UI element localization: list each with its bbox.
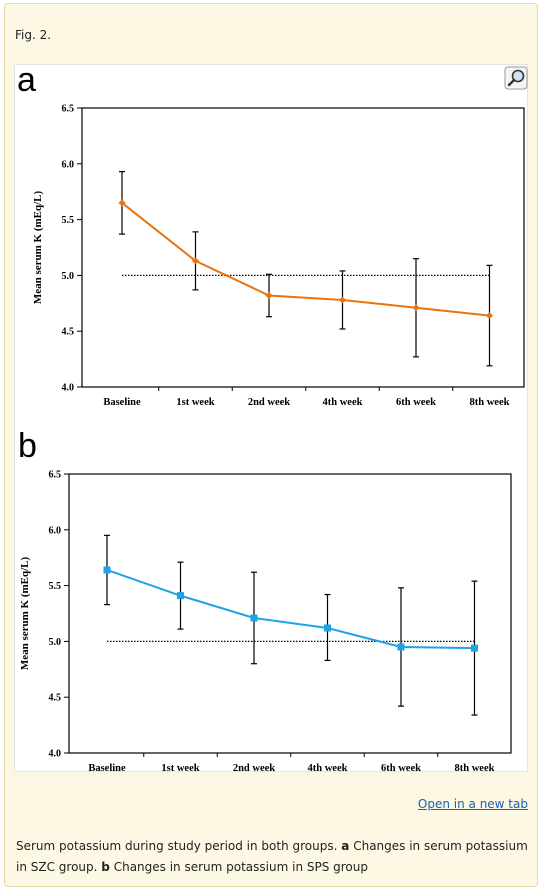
caption-b-letter: b [101, 860, 110, 874]
caption-intro: Serum potassium during study period in b… [16, 839, 338, 853]
figure-label: Fig. 2. [15, 28, 52, 42]
panel-a-x-tick-label: 1st week [176, 397, 214, 408]
caption-a-text: Changes in serum potassium in SZC group. [16, 839, 528, 874]
panel-b-y-tick-label: 5.5 [49, 581, 62, 592]
figure-caption: Serum potassium during study period in b… [16, 836, 530, 878]
open-in-new-tab-link[interactable]: Open in a new tab [417, 797, 528, 811]
caption-a-letter: a [341, 839, 350, 853]
panel-b-y-tick-label: 5.0 [49, 637, 62, 648]
panel-b-data-point [177, 592, 184, 600]
panel-b-data-point [324, 624, 331, 632]
panel-a-y-tick-label: 5.0 [62, 271, 75, 282]
panel-b-y-tick-label: 4.5 [49, 693, 62, 704]
panel-a-data-point [339, 296, 346, 304]
panel-a-y-axis-label: Mean serum K (mEq/L) [32, 190, 44, 304]
panel-a-y-tick-label: 5.5 [62, 215, 75, 226]
panel-a-plot-frame [81, 107, 525, 388]
panel-b-data-point [103, 566, 111, 574]
panel-b-x-tick-label: 4th week [308, 763, 348, 771]
panel-a-y-tick-label: 6.0 [62, 159, 75, 170]
panel-a-x-tick-label: Baseline [103, 397, 141, 408]
panel-a-data-point [192, 257, 199, 265]
panel-b-x-tick-label: Baseline [88, 763, 126, 771]
chart-svg: a b 4.0 4.5 5.0 5.5 6.0 6.5 Baseline 1st week 2n… [17, 61, 525, 774]
panel-a-x-tick-label: 2nd week [248, 397, 290, 408]
panel-b-data-point [471, 644, 478, 652]
panel-a-chart: 4.0 4.5 5.0 5.5 6.0 6.5 Baseline 1st week 2nd we… [32, 104, 525, 408]
panel-b-x-tick-label: 6th week [381, 763, 421, 771]
panel-a-x-tick-label: 6th week [396, 397, 436, 408]
panel-a-data-point [265, 291, 273, 299]
panel-a-y-tick-label: 4.0 [62, 383, 75, 394]
panel-a-y-tick-label: 4.5 [62, 327, 75, 338]
zoom-button[interactable] [504, 66, 528, 90]
magnifier-icon [504, 66, 528, 90]
panel-a-letter: a [17, 65, 36, 99]
panel-b-data-point [397, 643, 405, 651]
panel-b-x-tick-label: 8th week [455, 763, 495, 771]
panel-a-data-point [412, 304, 420, 312]
panel-b-x-tick-label: 1st week [161, 763, 199, 771]
panel-b-x-tick-label: 2nd week [233, 763, 275, 771]
panel-a-y-tick-label: 6.5 [62, 104, 75, 115]
panel-a-data-point [486, 312, 493, 320]
panel-b-y-axis-label: Mean serum K (mEq/L) [19, 556, 31, 670]
panel-b-data-point [250, 614, 258, 622]
panel-a-x-tick-label: 4th week [323, 397, 363, 408]
panel-a-data-point [118, 199, 126, 207]
panel-b-letter: b [18, 427, 37, 465]
caption-b-text: Changes in serum potassium in SPS group [113, 860, 368, 874]
panel-b-series-line [106, 569, 475, 650]
panel-a-x-tick-label: 8th week [470, 397, 510, 408]
panel-a-series-line [121, 202, 490, 317]
figure-image[interactable]: a b 4.0 4.5 5.0 5.5 6.0 6.5 Baseline 1st week 2n… [14, 61, 528, 774]
panel-b-plot-frame [68, 473, 512, 754]
panel-b-chart: 4.0 4.5 5.0 5.5 6.0 6.5 Baseline 1st week 2nd we… [19, 470, 512, 774]
panel-b-y-tick-label: 6.0 [49, 525, 62, 536]
panel-b-y-tick-label: 6.5 [49, 470, 62, 481]
panel-b-y-tick-label: 4.0 [49, 749, 62, 760]
